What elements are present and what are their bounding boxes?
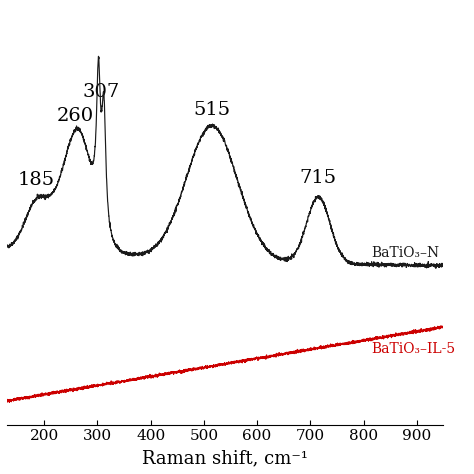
Text: 185: 185	[18, 171, 55, 189]
Text: 515: 515	[193, 101, 230, 118]
Text: BaTiO₃–IL-5: BaTiO₃–IL-5	[372, 342, 456, 356]
Text: BaTiO₃–N: BaTiO₃–N	[372, 246, 440, 261]
Text: 260: 260	[56, 107, 94, 125]
Text: 715: 715	[300, 169, 337, 187]
Text: 307: 307	[82, 83, 120, 101]
X-axis label: Raman shift, cm⁻¹: Raman shift, cm⁻¹	[142, 449, 308, 467]
